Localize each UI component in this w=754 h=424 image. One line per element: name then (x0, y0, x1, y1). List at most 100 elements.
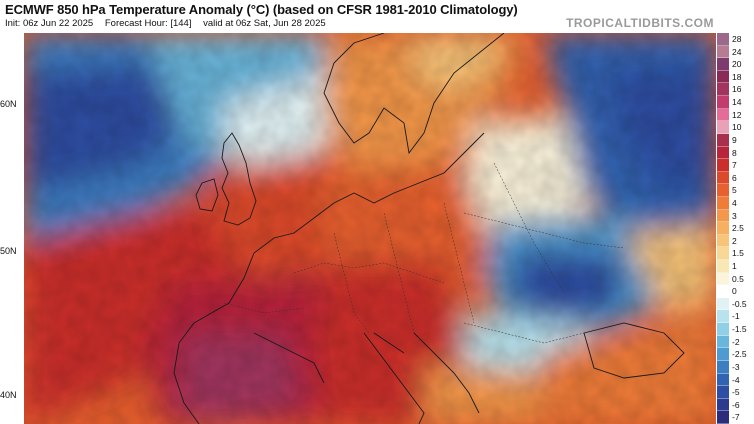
colorbar-level: -2 (716, 335, 754, 349)
border-4 (443, 202, 475, 324)
colorbar-swatch (717, 234, 729, 248)
colorbar-swatch (717, 58, 729, 71)
colorbar-level: 28 (716, 33, 754, 46)
colorbar-level: 8 (716, 146, 754, 160)
header: ECMWF 850 hPa Temperature Anomaly (°C) (… (0, 0, 754, 32)
colorbar-label: 20 (732, 59, 742, 70)
valid-time: valid at 06z Sat, Jun 28 2025 (203, 18, 326, 29)
colorbar-level: 24 (716, 45, 754, 59)
great-britain (221, 132, 257, 226)
colorbar-level: 10 (716, 121, 754, 134)
colorbar-label: -2.5 (732, 349, 747, 360)
colorbar-swatch (717, 272, 729, 286)
colorbar-label: 0 (732, 286, 737, 297)
border-3 (383, 212, 415, 334)
border-5 (493, 162, 565, 294)
colorbar-swatch (717, 285, 729, 298)
colorbar-swatch (717, 209, 729, 223)
colorbar-label: -6 (732, 399, 740, 410)
colorbar-level: -1 (716, 310, 754, 324)
colorbar-swatch (717, 108, 729, 122)
colorbar-level: 6 (716, 171, 754, 185)
colorbar-swatch (717, 386, 729, 399)
colorbar-level: 9 (716, 133, 754, 147)
texture-overlay (24, 33, 716, 424)
colorbar-swatch (717, 196, 729, 210)
colorbar-level: 0.5 (716, 272, 754, 286)
colorbar-label: -1.5 (732, 324, 747, 335)
colorbar-label: 4 (732, 197, 737, 208)
colorbar-swatch (717, 335, 729, 349)
italy (363, 332, 425, 424)
colorbar-level: 16 (716, 83, 754, 97)
colorbar-swatch (717, 323, 729, 336)
colorbar-swatch (717, 159, 729, 172)
colorbar-label: 16 (732, 84, 742, 95)
colorbar-swatch (717, 45, 729, 59)
colorbar-level: 3 (716, 209, 754, 223)
colorbar-label: -4 (732, 374, 740, 385)
west-coast (173, 252, 325, 424)
colorbar-swatch (717, 184, 729, 197)
adriatic (413, 332, 480, 414)
colorbar-label: 1 (732, 261, 737, 272)
colorbar-level: -1.5 (716, 323, 754, 336)
colorbar-swatch (717, 133, 729, 147)
colorbar-swatch (717, 411, 729, 424)
lat-label-50n: 50N (0, 246, 17, 256)
map-title: ECMWF 850 hPa Temperature Anomaly (°C) (… (5, 2, 518, 17)
border-2 (333, 232, 370, 334)
coastlines (173, 33, 685, 424)
colorbar-level: -0.5 (716, 297, 754, 311)
colorbar-level: 14 (716, 96, 754, 109)
border-6 (463, 212, 625, 249)
border-1 (293, 262, 445, 284)
colorbar-swatch (717, 348, 729, 361)
colorbar-level: -7 (716, 411, 754, 424)
colorbar-level: 1 (716, 260, 754, 273)
colorbar-swatch (717, 222, 729, 235)
colorbar-level: 0 (716, 285, 754, 298)
lat-label-40n: 40N (0, 390, 17, 400)
colorbar-label: 2.5 (732, 223, 744, 234)
colorbar-swatch (717, 247, 729, 261)
colorbar-swatch (717, 146, 729, 160)
colorbar-level: 7 (716, 159, 754, 172)
colorbar-label: 18 (732, 71, 742, 82)
colorbar-label: 2 (732, 235, 737, 246)
ireland (195, 178, 219, 212)
colorbar-swatch (717, 297, 729, 311)
colorbar-label: 3 (732, 210, 737, 221)
colorbar-level: 12 (716, 108, 754, 122)
colorbar-swatch (717, 70, 729, 84)
colorbar-swatch (717, 171, 729, 185)
colorbar-swatch (717, 33, 729, 46)
colorbar-swatch (717, 260, 729, 273)
watermark: TROPICALTIDBITS.COM (566, 16, 714, 30)
black-sea (583, 322, 685, 379)
colorbar-label: -2 (732, 336, 740, 347)
colorbar-level: -4 (716, 373, 754, 387)
colorbar-level: 2 (716, 234, 754, 248)
colorbar-label: 10 (732, 122, 742, 133)
colorbar-swatch (717, 373, 729, 387)
colorbar-label: -1 (732, 311, 740, 322)
colorbar-label: 0.5 (732, 273, 744, 284)
border-7 (223, 302, 305, 314)
colorbar-label: -7 (732, 412, 740, 423)
colorbar-swatch (717, 121, 729, 134)
colorbar-label: 6 (732, 172, 737, 183)
colorbar-label: 1.5 (732, 248, 744, 259)
north-coast (253, 132, 485, 254)
anomaly-map (24, 33, 716, 424)
colorbar-label: 5 (732, 185, 737, 196)
colorbar-level: -3 (716, 360, 754, 374)
colorbar-level: 2.5 (716, 222, 754, 235)
forecast-info: Init: 06z Jun 22 2025 Forecast Hour: [14… (5, 18, 335, 29)
border-8 (463, 322, 585, 344)
colorbar-label: -0.5 (732, 298, 747, 309)
colorbar-label: 7 (732, 160, 737, 171)
colorbar-level: 20 (716, 58, 754, 71)
colorbar-label: 9 (732, 134, 737, 145)
colorbar-label: 12 (732, 109, 742, 120)
